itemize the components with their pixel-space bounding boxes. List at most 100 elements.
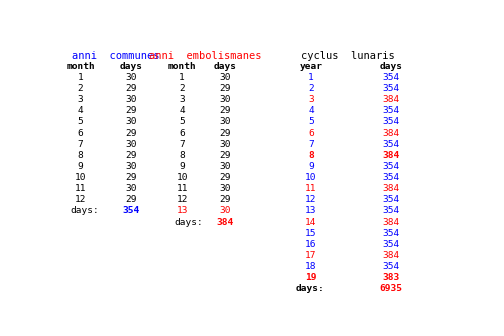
- Text: 11: 11: [305, 184, 317, 193]
- Text: anni  communes: anni communes: [72, 51, 159, 61]
- Text: 10: 10: [176, 173, 188, 182]
- Text: 29: 29: [125, 106, 137, 115]
- Text: 30: 30: [219, 95, 231, 104]
- Text: anni  embolismanes: anni embolismanes: [149, 51, 262, 61]
- Text: 11: 11: [176, 184, 188, 193]
- Text: 2: 2: [308, 84, 314, 93]
- Text: 17: 17: [305, 251, 317, 260]
- Text: month: month: [66, 62, 95, 71]
- Text: 8: 8: [308, 151, 314, 160]
- Text: 29: 29: [125, 129, 137, 137]
- Text: 354: 354: [383, 106, 400, 115]
- Text: days:: days:: [71, 206, 100, 215]
- Text: 4: 4: [179, 106, 185, 115]
- Text: 384: 384: [383, 217, 400, 226]
- Text: 12: 12: [75, 195, 86, 204]
- Text: 3: 3: [179, 95, 185, 104]
- Text: 2: 2: [78, 84, 84, 93]
- Text: 29: 29: [125, 195, 137, 204]
- Text: 29: 29: [125, 151, 137, 160]
- Text: days:: days:: [174, 217, 203, 226]
- Text: 354: 354: [383, 173, 400, 182]
- Text: 354: 354: [123, 206, 140, 215]
- Text: 9: 9: [179, 162, 185, 171]
- Text: 383: 383: [383, 273, 400, 282]
- Text: month: month: [168, 62, 197, 71]
- Text: 30: 30: [125, 162, 137, 171]
- Text: 5: 5: [308, 117, 314, 126]
- Text: 354: 354: [383, 229, 400, 238]
- Text: 12: 12: [176, 195, 188, 204]
- Text: 29: 29: [219, 173, 231, 182]
- Text: 29: 29: [219, 106, 231, 115]
- Text: 354: 354: [383, 73, 400, 82]
- Text: 29: 29: [219, 129, 231, 137]
- Text: 3: 3: [308, 95, 314, 104]
- Text: 384: 384: [383, 129, 400, 137]
- Text: 7: 7: [78, 140, 84, 149]
- Text: 30: 30: [219, 162, 231, 171]
- Text: 29: 29: [125, 84, 137, 93]
- Text: 384: 384: [383, 151, 400, 160]
- Text: 9: 9: [78, 162, 84, 171]
- Text: 13: 13: [176, 206, 188, 215]
- Text: 6: 6: [78, 129, 84, 137]
- Text: 30: 30: [125, 117, 137, 126]
- Text: days:: days:: [295, 284, 324, 293]
- Text: 8: 8: [179, 151, 185, 160]
- Text: days: days: [120, 62, 143, 71]
- Text: 1: 1: [78, 73, 84, 82]
- Text: 4: 4: [78, 106, 84, 115]
- Text: 10: 10: [75, 173, 86, 182]
- Text: 18: 18: [305, 262, 317, 271]
- Text: 29: 29: [219, 151, 231, 160]
- Text: 354: 354: [383, 140, 400, 149]
- Text: 7: 7: [179, 140, 185, 149]
- Text: 354: 354: [383, 84, 400, 93]
- Text: 3: 3: [78, 95, 84, 104]
- Text: 30: 30: [219, 184, 231, 193]
- Text: 7: 7: [308, 140, 314, 149]
- Text: 30: 30: [219, 117, 231, 126]
- Text: 354: 354: [383, 117, 400, 126]
- Text: 354: 354: [383, 162, 400, 171]
- Text: 10: 10: [305, 173, 317, 182]
- Text: 2: 2: [179, 84, 185, 93]
- Text: 354: 354: [383, 262, 400, 271]
- Text: 30: 30: [125, 73, 137, 82]
- Text: 4: 4: [308, 106, 314, 115]
- Text: 13: 13: [305, 206, 317, 215]
- Text: 354: 354: [383, 240, 400, 249]
- Text: 19: 19: [305, 273, 317, 282]
- Text: 6935: 6935: [380, 284, 403, 293]
- Text: 384: 384: [383, 184, 400, 193]
- Text: 384: 384: [383, 95, 400, 104]
- Text: 30: 30: [125, 95, 137, 104]
- Text: 12: 12: [305, 195, 317, 204]
- Text: 30: 30: [219, 140, 231, 149]
- Text: 15: 15: [305, 229, 317, 238]
- Text: 384: 384: [383, 251, 400, 260]
- Text: 14: 14: [305, 217, 317, 226]
- Text: 354: 354: [383, 206, 400, 215]
- Text: 30: 30: [125, 140, 137, 149]
- Text: days: days: [214, 62, 236, 71]
- Text: year: year: [299, 62, 323, 71]
- Text: 29: 29: [219, 195, 231, 204]
- Text: 30: 30: [125, 184, 137, 193]
- Text: 16: 16: [305, 240, 317, 249]
- Text: 30: 30: [219, 206, 231, 215]
- Text: 1: 1: [179, 73, 185, 82]
- Text: 9: 9: [308, 162, 314, 171]
- Text: 6: 6: [308, 129, 314, 137]
- Text: 29: 29: [219, 84, 231, 93]
- Text: 11: 11: [75, 184, 86, 193]
- Text: 6: 6: [179, 129, 185, 137]
- Text: 1: 1: [308, 73, 314, 82]
- Text: 8: 8: [78, 151, 84, 160]
- Text: cyclus  lunaris: cyclus lunaris: [301, 51, 395, 61]
- Text: 5: 5: [78, 117, 84, 126]
- Text: 29: 29: [125, 173, 137, 182]
- Text: 384: 384: [217, 217, 234, 226]
- Text: 30: 30: [219, 73, 231, 82]
